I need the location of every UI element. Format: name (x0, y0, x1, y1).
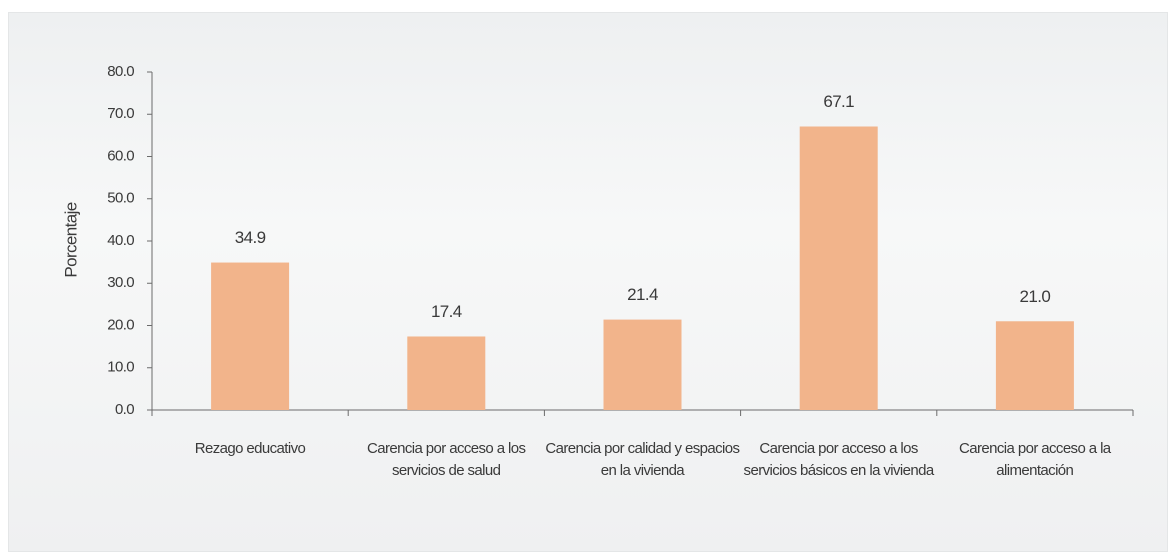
y-tick-label: 40.0 (107, 232, 134, 249)
y-tick-label: 60.0 (107, 147, 134, 164)
chart-card (8, 12, 1168, 552)
x-tick-label: Carencia por calidad y espacios en la vi… (545, 440, 740, 479)
data-label: 21.0 (1020, 287, 1051, 306)
bar (407, 336, 486, 410)
y-axis-label: Porcentaje (61, 202, 80, 277)
x-tick-label: Carencia por acceso a los servicios de s… (366, 440, 526, 479)
y-tick-label: 80.0 (107, 63, 134, 80)
data-label: 34.9 (235, 228, 266, 247)
y-tick-label: 10.0 (107, 359, 134, 376)
y-tick-label: 30.0 (107, 274, 134, 291)
bar (995, 321, 1074, 410)
data-label: 21.4 (627, 285, 658, 304)
x-tick-label: Carencia por acceso a los servicios bási… (743, 440, 935, 479)
x-tick-label: Carencia por acceso a la alimentación (959, 440, 1111, 479)
y-tick-label: 20.0 (107, 316, 134, 333)
y-tick-label: 70.0 (107, 105, 134, 122)
bar (211, 262, 290, 410)
y-tick-label: 50.0 (107, 190, 134, 207)
data-label: 67.1 (823, 92, 854, 111)
x-tick-label: Rezago educativo (194, 440, 306, 457)
bar (603, 319, 682, 410)
bar (799, 126, 878, 410)
y-tick-label: 0.0 (115, 401, 134, 418)
data-label: 17.4 (431, 302, 462, 321)
